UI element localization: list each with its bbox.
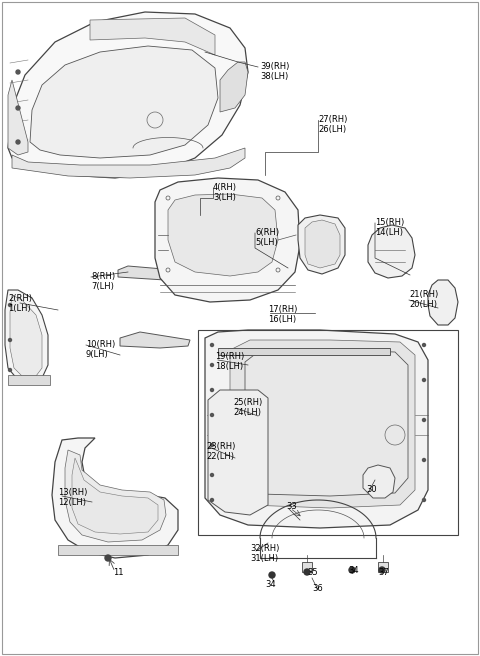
Polygon shape (230, 340, 415, 508)
Polygon shape (30, 46, 218, 158)
Circle shape (422, 344, 425, 346)
Text: 34: 34 (265, 580, 276, 589)
Polygon shape (10, 295, 42, 376)
Circle shape (211, 413, 214, 417)
Text: 8(RH)
7(LH): 8(RH) 7(LH) (91, 272, 115, 291)
Circle shape (211, 443, 214, 447)
Text: 39(RH)
38(LH): 39(RH) 38(LH) (260, 62, 289, 81)
Polygon shape (58, 545, 178, 555)
Text: 10(RH)
9(LH): 10(RH) 9(LH) (86, 340, 115, 359)
Polygon shape (155, 178, 300, 302)
Polygon shape (298, 215, 345, 274)
Polygon shape (8, 12, 248, 178)
Circle shape (422, 459, 425, 462)
Circle shape (211, 474, 214, 476)
Circle shape (211, 363, 214, 367)
Text: 25(RH)
24(LH): 25(RH) 24(LH) (233, 398, 262, 417)
Text: 34: 34 (348, 566, 359, 575)
Circle shape (422, 379, 425, 382)
Circle shape (379, 567, 385, 573)
Circle shape (16, 140, 20, 144)
Text: 23(RH)
22(LH): 23(RH) 22(LH) (206, 442, 235, 461)
Circle shape (211, 388, 214, 392)
Text: 11: 11 (113, 568, 123, 577)
Text: 2(RH)
1(LH): 2(RH) 1(LH) (8, 294, 32, 314)
Polygon shape (363, 465, 395, 498)
Text: 27(RH)
26(LH): 27(RH) 26(LH) (318, 115, 348, 134)
Polygon shape (90, 18, 215, 55)
Polygon shape (12, 148, 245, 178)
Polygon shape (208, 390, 268, 515)
Circle shape (16, 70, 20, 74)
Text: 35: 35 (307, 568, 318, 577)
Circle shape (211, 344, 214, 346)
Circle shape (9, 338, 12, 342)
Polygon shape (52, 438, 178, 558)
Circle shape (422, 419, 425, 422)
Polygon shape (245, 350, 408, 496)
Polygon shape (120, 332, 190, 348)
Polygon shape (5, 290, 48, 383)
Polygon shape (428, 280, 458, 325)
Polygon shape (168, 194, 278, 276)
Text: 36: 36 (312, 584, 323, 593)
Bar (198, 330, 458, 535)
Polygon shape (65, 450, 166, 542)
Text: 15(RH)
14(LH): 15(RH) 14(LH) (375, 218, 404, 237)
Polygon shape (368, 225, 415, 278)
Text: 32(RH)
31(LH): 32(RH) 31(LH) (250, 544, 279, 564)
Polygon shape (378, 562, 388, 572)
Text: 21(RH)
20(LH): 21(RH) 20(LH) (409, 290, 438, 310)
Text: 4(RH)
3(LH): 4(RH) 3(LH) (213, 183, 237, 203)
Polygon shape (305, 220, 340, 268)
Polygon shape (118, 266, 178, 280)
Text: 19(RH)
18(LH): 19(RH) 18(LH) (215, 352, 244, 371)
Circle shape (16, 106, 20, 110)
Text: 37: 37 (378, 568, 389, 577)
Polygon shape (72, 458, 158, 534)
Text: 17(RH)
16(LH): 17(RH) 16(LH) (268, 305, 298, 325)
Polygon shape (302, 562, 312, 572)
Polygon shape (205, 330, 428, 528)
Text: 6(RH)
5(LH): 6(RH) 5(LH) (255, 228, 279, 247)
Circle shape (349, 567, 355, 573)
Circle shape (105, 555, 111, 561)
Circle shape (211, 499, 214, 501)
Circle shape (304, 569, 310, 575)
Circle shape (9, 304, 12, 306)
Circle shape (422, 499, 425, 501)
Polygon shape (8, 80, 28, 155)
Text: 13(RH)
12(LH): 13(RH) 12(LH) (58, 488, 87, 507)
Circle shape (269, 572, 275, 578)
Text: 33: 33 (286, 502, 297, 511)
Polygon shape (218, 348, 390, 355)
Circle shape (9, 369, 12, 371)
Polygon shape (8, 375, 50, 385)
Polygon shape (220, 62, 248, 112)
Text: 30: 30 (366, 485, 377, 494)
